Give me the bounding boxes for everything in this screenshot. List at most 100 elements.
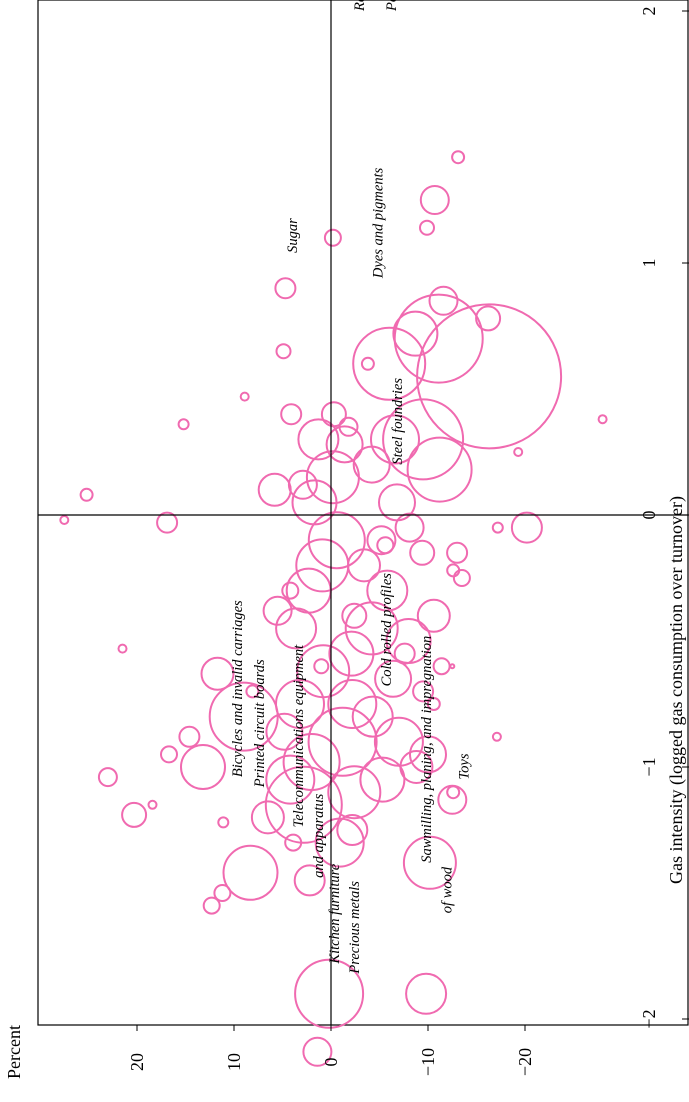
percent-tick-group: 20 10 0 −10 −20 [127, 1025, 535, 1076]
bubble-point [160, 745, 178, 764]
annotation-label: Precious metals [347, 881, 363, 975]
bubble-point [121, 801, 148, 828]
bubble-point [344, 601, 399, 656]
bubble-point [257, 472, 292, 507]
bubble-point [419, 219, 435, 236]
bubble-point [313, 658, 330, 675]
bubble-point [336, 814, 369, 846]
bubble-point [307, 706, 378, 777]
bubble-point [412, 680, 435, 703]
bubble-point [274, 277, 297, 300]
gas-intensity-tick-label: 2 [639, 7, 659, 16]
bubble-point [359, 756, 406, 803]
bubble-point [314, 817, 365, 868]
bubble-point [275, 679, 325, 729]
annotation-label: Sawmilling, planing, and impregnation [419, 636, 435, 863]
gas-intensity-tick-label: 1 [639, 259, 659, 268]
annotation-group: Bricks and other building ceramicsSugarH… [230, 0, 473, 975]
bubble-point [222, 844, 279, 901]
bubble-point [446, 541, 469, 564]
annotation-label: Dyes and pigments [370, 167, 386, 279]
bubble-point [374, 659, 413, 698]
bubble-point [156, 511, 179, 534]
annotation-label: Telecommunications equipment [291, 644, 307, 828]
percent-tick-label: 10 [224, 1053, 244, 1071]
bubble-point [293, 864, 326, 897]
bubble-point [275, 607, 318, 650]
bubble-point [307, 511, 366, 570]
bubble-point [200, 656, 235, 691]
bubble-point [366, 569, 409, 612]
bubble-point [376, 536, 395, 555]
bubble-point [597, 414, 608, 425]
annotation-label: of wood [439, 866, 455, 913]
bubble-point [327, 765, 382, 820]
annotation-label: and apparatus [311, 793, 327, 878]
bubble-point [250, 800, 285, 835]
bubble-point [360, 356, 375, 371]
bubble-point [265, 712, 304, 751]
bubble-point [394, 512, 425, 543]
bubble-point [264, 765, 343, 844]
bubble-point [328, 630, 375, 677]
bubble-point [323, 228, 342, 247]
bubble-point [452, 569, 471, 587]
annotation-label: Refractory ceramic materials and goods [352, 0, 368, 12]
bubble-point [79, 487, 94, 502]
bubble-point [280, 403, 303, 426]
bubble-point [327, 679, 378, 729]
bubble-point [416, 598, 451, 633]
plot-area-frame [37, 0, 689, 1026]
bubble-point [341, 602, 368, 629]
annotation-label: Bicycles and invalid carriages [230, 600, 246, 777]
bubble-point [287, 469, 318, 500]
bubble-point [180, 744, 226, 790]
bubble-point [409, 735, 447, 774]
bubble-point [366, 525, 397, 556]
gas-intensity-tick-label: 0 [639, 511, 659, 520]
bubble-point [351, 695, 394, 738]
bubble-point [416, 303, 563, 450]
bubble-point [208, 681, 279, 752]
bubble-point [475, 305, 502, 332]
bubble-point [265, 754, 316, 805]
y-axis-title: Percent [4, 1025, 24, 1079]
bubble-point [325, 425, 364, 464]
bubble-point [370, 414, 420, 465]
bubble-point [275, 343, 292, 360]
bubble-point [217, 816, 230, 829]
percent-tick-label: −20 [515, 1048, 535, 1076]
bubble-point [295, 538, 350, 593]
bubble-point [178, 725, 201, 748]
gas-intensity-tick-label: −1 [639, 757, 659, 776]
bubble-point [302, 1036, 333, 1067]
annotation-label: Sugar [285, 218, 301, 253]
bubble-point [437, 784, 468, 815]
bubble-point [449, 663, 456, 670]
bubble-point [117, 643, 128, 654]
bubble-point [352, 326, 427, 401]
bubble-point [409, 539, 436, 566]
bubble-point [347, 548, 381, 583]
bubble-point [294, 958, 365, 1029]
bubble-point [59, 515, 70, 525]
bubble-point [147, 799, 158, 810]
bubble-point [428, 285, 459, 316]
percent-tick-label: 0 [321, 1058, 341, 1067]
bubble-point [405, 972, 448, 1015]
bubble-point [239, 391, 250, 402]
bubble-point [432, 657, 451, 676]
bubble-point [338, 416, 359, 437]
bubble-point [97, 767, 118, 788]
bubble-point [491, 731, 502, 742]
bubble-point [446, 785, 461, 800]
annotation-label: Kitchen furniture [327, 863, 343, 964]
bubble-point [213, 884, 232, 902]
bubble-point [426, 697, 441, 711]
bubble-point [296, 644, 351, 699]
bubble-point [393, 642, 416, 665]
bubble-point [262, 595, 293, 626]
annotation-label: Steel foundries [390, 378, 406, 465]
bubble-point [382, 398, 465, 481]
